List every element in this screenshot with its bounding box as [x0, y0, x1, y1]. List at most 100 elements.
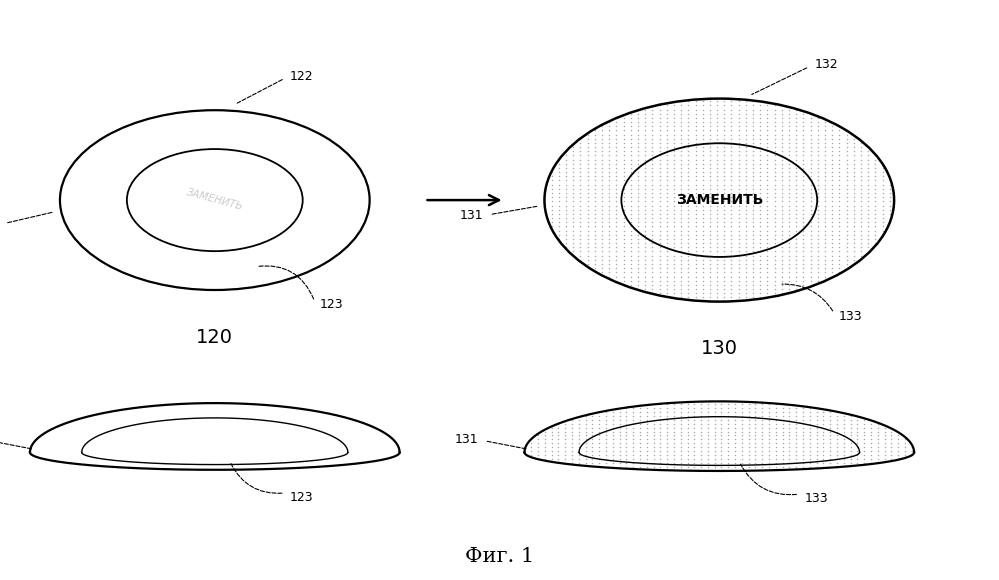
Point [565, 159, 581, 168]
Point [863, 419, 879, 428]
Point [709, 180, 725, 189]
Point [870, 419, 886, 428]
Point [543, 172, 559, 181]
Point [694, 117, 710, 126]
Point [716, 255, 732, 264]
Point [659, 458, 675, 467]
Point [716, 176, 732, 185]
Point [586, 151, 602, 160]
Point [586, 188, 602, 198]
Point [604, 447, 620, 456]
Point [795, 155, 811, 164]
Point [557, 435, 573, 444]
Point [604, 438, 620, 448]
Point [802, 164, 818, 173]
Point [759, 147, 775, 156]
Point [651, 143, 667, 152]
Point [802, 242, 818, 252]
Point [601, 263, 617, 273]
Point [867, 193, 883, 202]
Point [709, 272, 725, 281]
Point [658, 284, 674, 293]
Point [577, 419, 593, 428]
Point [666, 222, 682, 231]
Point [536, 443, 552, 452]
Point [860, 205, 876, 215]
Point [838, 213, 854, 223]
Point [673, 284, 689, 293]
Point [694, 130, 710, 139]
Point [836, 451, 852, 460]
Point [651, 197, 667, 206]
Point [788, 143, 804, 152]
Point [815, 451, 831, 460]
Point [817, 138, 833, 147]
Point [680, 247, 696, 256]
Point [637, 226, 653, 235]
Point [716, 147, 732, 156]
Point [817, 205, 833, 215]
Point [795, 280, 811, 289]
Point [838, 197, 854, 206]
Point [766, 109, 782, 118]
Point [673, 209, 689, 219]
Point [604, 423, 620, 432]
Point [774, 168, 790, 177]
Point [738, 130, 754, 139]
Point [856, 443, 872, 452]
Point [632, 443, 648, 452]
Point [611, 462, 627, 472]
Point [788, 222, 804, 231]
Point [831, 259, 847, 269]
Point [766, 209, 782, 219]
Point [672, 427, 688, 436]
Point [579, 188, 595, 198]
Point [730, 113, 746, 122]
Point [630, 280, 646, 289]
Point [831, 188, 847, 198]
Point [768, 399, 784, 408]
Point [838, 180, 854, 189]
Point [680, 193, 696, 202]
Point [638, 431, 654, 440]
Point [680, 251, 696, 260]
Point [774, 247, 790, 256]
Point [679, 431, 695, 440]
Point [651, 226, 667, 235]
Point [822, 419, 838, 428]
Point [622, 134, 638, 143]
Point [687, 130, 703, 139]
Point [586, 168, 602, 177]
Point [604, 431, 620, 440]
Point [766, 280, 782, 289]
Point [598, 455, 614, 464]
Point [594, 155, 610, 164]
Point [870, 443, 886, 452]
Point [638, 455, 654, 464]
Point [700, 447, 716, 456]
Point [817, 247, 833, 256]
Point [766, 222, 782, 231]
Point [608, 201, 624, 210]
Point [694, 109, 710, 118]
Point [618, 415, 634, 425]
Point [557, 431, 573, 440]
Point [781, 209, 797, 219]
Point [774, 105, 790, 114]
Point [774, 280, 790, 289]
Point [651, 242, 667, 252]
Point [838, 201, 854, 210]
Point [630, 268, 646, 277]
Point [810, 113, 826, 122]
Point [564, 415, 580, 425]
Point [817, 268, 833, 277]
Point [867, 159, 883, 168]
Point [579, 159, 595, 168]
Point [759, 159, 775, 168]
Point [673, 293, 689, 302]
Point [644, 251, 660, 260]
Point [622, 143, 638, 152]
Point [810, 201, 826, 210]
Point [622, 251, 638, 260]
Point [666, 176, 682, 185]
